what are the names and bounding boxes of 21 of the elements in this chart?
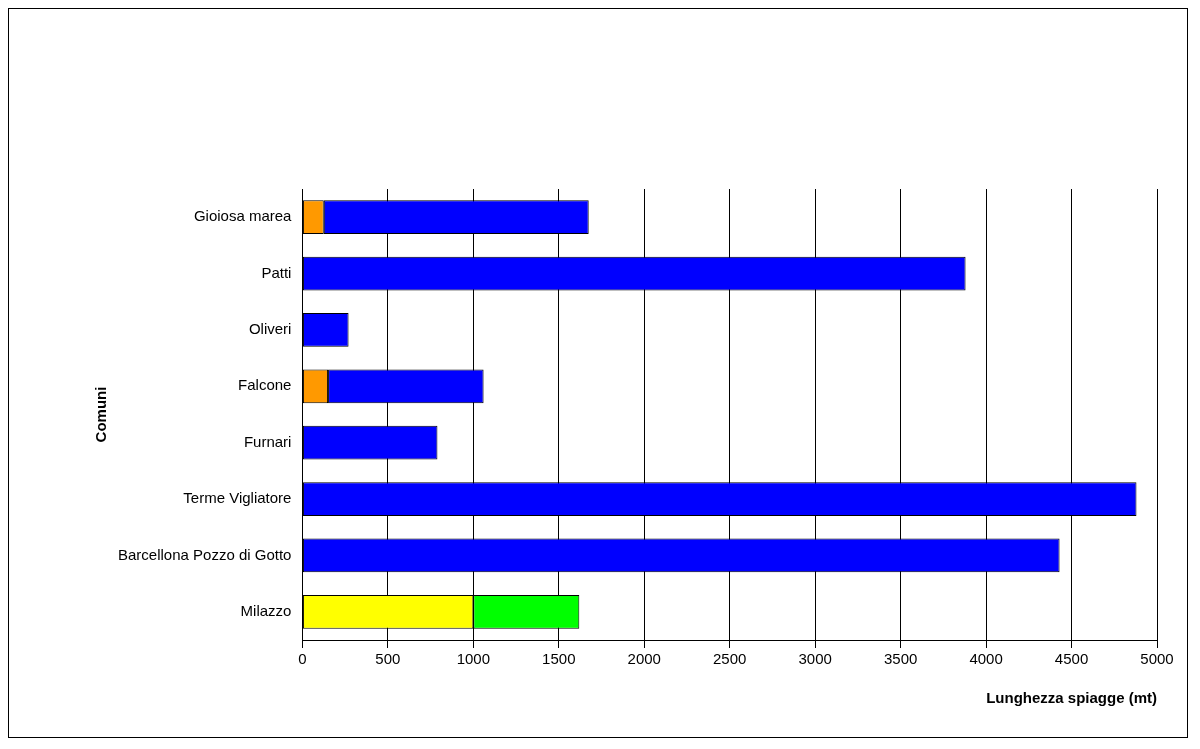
x-tick-label: 500 [375,650,401,668]
x-tick-label: 0 [298,650,307,668]
y-tick-label: Terme Vigliatore [183,489,292,507]
y-tick-label: Oliveri [248,320,292,338]
y-tick-label: Barcellona Pozzo di Gotto [117,545,292,563]
x-tick-label: 1000 [456,650,491,668]
x-tick-label: 3500 [883,650,918,668]
x-tick-label: 3000 [798,650,832,668]
y-tick-label: Patti [261,263,292,281]
y-tick-label: Furnari [243,432,292,450]
x-tick-label: 5000 [1140,650,1174,668]
x-tick-label: 1500 [542,650,576,668]
y-axis-title: Comuni [92,386,110,443]
y-tick-label: Falcone [238,376,292,394]
x-tick-label: 4000 [969,650,1003,668]
y-tick-label: Milazzo [240,601,292,619]
x-tick-label: 2000 [627,650,661,668]
y-tick-label: Gioiosa marea [193,207,293,225]
x-tick-label: 2500 [713,650,747,668]
x-tick-label: 4500 [1054,650,1089,668]
x-axis-title: Lunghezza spiagge (mt) [986,689,1157,707]
